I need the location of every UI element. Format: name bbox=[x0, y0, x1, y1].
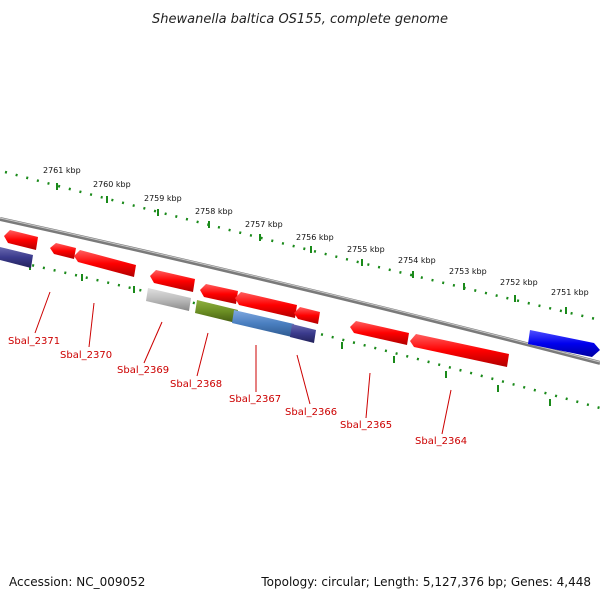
gene-label: Sbal_2366 bbox=[285, 407, 337, 418]
gene-sbal-2367[interactable] bbox=[235, 292, 297, 318]
genome-title: Shewanella baltica OS155, complete genom… bbox=[152, 12, 448, 27]
gene-sbal-2368[interactable] bbox=[200, 284, 238, 304]
kbp-label: 2754 kbp bbox=[398, 256, 436, 265]
gene-label: Sbal_2371 bbox=[8, 336, 60, 347]
gene-sbal-2364[interactable] bbox=[410, 334, 509, 367]
gene-label: Sbal_2367 bbox=[229, 394, 281, 405]
gene-sbal-2366[interactable] bbox=[294, 307, 320, 324]
gene-olive[interactable] bbox=[195, 300, 238, 323]
kbp-label: 2759 kbp bbox=[144, 194, 182, 203]
kbp-label: 2755 kbp bbox=[347, 245, 385, 254]
gene-blue[interactable] bbox=[528, 330, 600, 357]
kbp-labels: 2761 kbp 2760 kbp 2759 kbp 2758 kbp 2757… bbox=[43, 166, 589, 297]
genome-summary-text: Topology: circular; Length: 5,127,376 bp… bbox=[260, 575, 591, 589]
gene-steel[interactable] bbox=[232, 310, 294, 337]
kbp-label: 2752 kbp bbox=[500, 278, 538, 287]
gene-labels: Sbal_2371 Sbal_2370 Sbal_2369 Sbal_2368 … bbox=[8, 336, 467, 447]
gene-label: Sbal_2368 bbox=[170, 379, 222, 390]
gene-label: Sbal_2364 bbox=[415, 436, 467, 447]
gene-label: Sbal_2369 bbox=[117, 365, 169, 376]
kbp-label: 2751 kbp bbox=[551, 288, 589, 297]
gene-track-upper bbox=[4, 230, 509, 367]
gene-sbal-2365[interactable] bbox=[350, 321, 409, 345]
gene-navy-right[interactable] bbox=[290, 324, 316, 343]
kbp-label: 2758 kbp bbox=[195, 207, 233, 216]
gene-sbal-2371[interactable] bbox=[4, 230, 38, 250]
gene-track-lower bbox=[0, 247, 600, 357]
gene-label: Sbal_2365 bbox=[340, 420, 392, 431]
gene-navy-left[interactable] bbox=[0, 247, 33, 268]
outer-ticks bbox=[56, 183, 567, 314]
gene-sbal-2370a[interactable] bbox=[50, 243, 76, 259]
kbp-label: 2753 kbp bbox=[449, 267, 487, 276]
gene-label: Sbal_2370 bbox=[60, 350, 112, 361]
accession-text: Accession: NC_009052 bbox=[9, 575, 145, 589]
genome-backbone-highlight bbox=[0, 217, 600, 363]
kbp-label: 2756 kbp bbox=[296, 233, 334, 242]
kbp-label: 2761 kbp bbox=[43, 166, 81, 175]
gene-sbal-2370b[interactable] bbox=[74, 250, 136, 277]
kbp-label: 2757 kbp bbox=[245, 220, 283, 229]
genome-backbone bbox=[0, 217, 600, 365]
gene-sbal-2369[interactable] bbox=[150, 270, 195, 292]
kbp-label: 2760 kbp bbox=[93, 180, 131, 189]
leader-lines bbox=[34, 291, 452, 435]
gene-grey[interactable] bbox=[146, 288, 191, 311]
outer-ruler bbox=[4, 170, 600, 322]
